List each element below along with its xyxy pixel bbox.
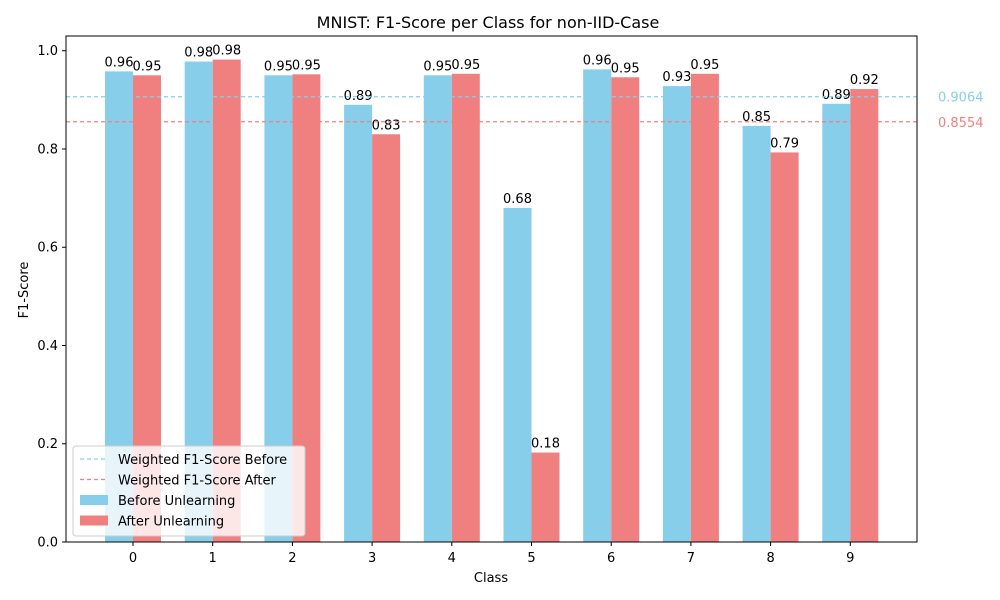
y-tick-label: 1.0 (37, 44, 58, 59)
legend-patch-swatch (80, 495, 108, 505)
value-label-after-class-9: 0.92 (850, 73, 879, 88)
bar-after-class-4 (451, 73, 480, 543)
value-label-after-class-0: 0.95 (133, 59, 162, 74)
x-tick-label: 3 (368, 551, 376, 566)
value-label-after-class-3: 0.83 (372, 118, 401, 133)
x-tick-label: 0 (129, 551, 137, 566)
x-tick-label: 5 (527, 551, 535, 566)
bar-before-class-5 (503, 207, 532, 542)
x-tick-label: 1 (209, 551, 217, 566)
y-tick-label: 0.4 (37, 339, 58, 354)
value-label-before-class-0: 0.96 (105, 55, 134, 70)
plot-frame (65, 35, 918, 543)
bar-before-class-9 (822, 103, 851, 542)
value-label-after-class-6: 0.95 (611, 61, 640, 76)
y-tick-label: 0.6 (37, 241, 58, 256)
bar-before-class-4 (423, 75, 452, 543)
x-tick-label: 8 (766, 551, 774, 566)
legend-entry-label: Weighted F1-Score After (118, 474, 277, 489)
bar-after-class-8 (770, 152, 799, 542)
value-label-after-class-7: 0.95 (690, 58, 719, 73)
x-tick-label: 9 (846, 551, 854, 566)
x-tick-label: 6 (607, 551, 615, 566)
y-tick-label: 0.8 (37, 142, 58, 157)
legend-entry-label: Weighted F1-Score Before (118, 453, 287, 468)
value-label-after-class-8: 0.79 (770, 136, 799, 151)
y-axis-label: F1-Score (17, 262, 32, 319)
legend-entry-label: After Unlearning (118, 515, 224, 530)
chart-title: MNIST: F1-Score per Class for non-IID-Ca… (317, 13, 660, 32)
value-label-after-class-4: 0.95 (451, 58, 480, 73)
value-label-after-class-5: 0.18 (531, 437, 560, 452)
bar-after-class-5 (531, 452, 560, 542)
value-label-before-class-4: 0.95 (423, 59, 452, 74)
bar-after-class-7 (690, 73, 719, 543)
reference-label-before: 0.9064 (938, 91, 984, 106)
value-label-before-class-9: 0.89 (822, 88, 851, 103)
value-label-before-class-5: 0.68 (503, 192, 532, 207)
bar-before-class-7 (662, 86, 691, 542)
value-label-before-class-8: 0.85 (742, 110, 771, 125)
bar-before-class-8 (742, 125, 771, 542)
bar-before-class-6 (583, 69, 612, 542)
value-label-after-class-1: 0.98 (212, 44, 241, 59)
value-label-before-class-1: 0.98 (184, 46, 213, 61)
x-tick-label: 2 (288, 551, 296, 566)
legend-entry-label: Before Unlearning (118, 494, 235, 509)
x-tick-label: 4 (448, 551, 456, 566)
x-tick-label: 7 (687, 551, 695, 566)
bar-before-class-3 (344, 104, 373, 542)
value-label-before-class-6: 0.96 (583, 53, 612, 68)
legend-patch-swatch (80, 515, 108, 526)
legend: Weighted F1-Score Before Weighted F1-Scor… (72, 445, 306, 537)
y-tick-label: 0.0 (37, 536, 58, 551)
legend-box (72, 445, 306, 537)
value-label-after-class-2: 0.95 (292, 58, 321, 73)
value-label-before-class-2: 0.95 (264, 59, 293, 74)
value-label-before-class-3: 0.89 (344, 89, 373, 104)
x-axis-label: Class (474, 571, 508, 586)
value-label-before-class-7: 0.93 (662, 70, 691, 85)
reference-label-after: 0.8554 (938, 116, 984, 131)
bar-after-class-3 (372, 134, 401, 542)
bar-after-class-6 (611, 77, 640, 542)
bar-after-class-9 (850, 89, 879, 543)
y-tick-label: 0.2 (37, 437, 58, 452)
